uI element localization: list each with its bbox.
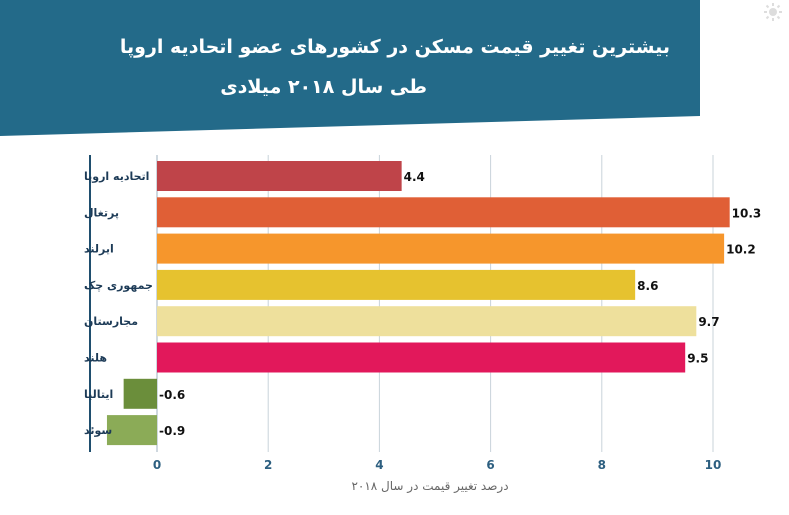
bar [157,233,725,264]
bar [123,378,157,409]
bar [157,197,730,228]
x-tick-label: 0 [153,458,161,472]
x-axis-label: درصد تغییر قیمت در سال ۲۰۱۸ [351,479,508,494]
bar [106,415,157,446]
title-banner [0,0,700,136]
bars [106,161,730,446]
labels: 0 2 4 6 8 10 اتحادیه اروپا 4.4 پرتغال 10.3 ایرلند 1… [84,170,761,472]
value-label: -0.9 [159,424,185,438]
category-label: پرتغال [84,206,119,219]
x-tick-label: 2 [264,458,272,472]
chart-title: بیشترین تغییر قیمت مسکن در کشورهای عضو ا… [119,36,670,58]
value-label: 8.6 [637,279,658,293]
value-label: -0.6 [159,388,185,402]
x-tick-label: 4 [375,458,383,472]
value-label: 10.2 [726,243,756,257]
bar [157,269,636,300]
value-label: 4.4 [404,170,425,184]
value-label: 9.7 [698,315,719,329]
x-tick-label: 8 [598,458,606,472]
category-label: هلند [84,352,107,365]
bar [157,306,697,337]
bar [157,161,402,191]
value-label: 9.5 [687,352,708,366]
category-label: ایرلند [84,243,114,256]
sun-icon [764,3,782,21]
category-label: سوئد [84,424,112,437]
x-tick-label: 6 [486,458,494,472]
category-label: اتحادیه اروپا [84,170,149,183]
chart-subtitle: طی سال ۲۰۱۸ میلادی [220,76,427,98]
category-label: مجارستان [84,315,138,328]
x-tick-label: 10 [705,458,722,472]
bar [157,342,686,373]
value-label: 10.3 [732,206,762,220]
category-label: جمهوری چک [84,279,153,292]
category-label: ایتالیا [84,388,113,401]
